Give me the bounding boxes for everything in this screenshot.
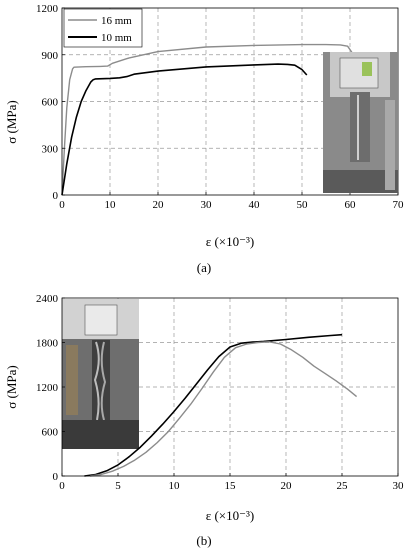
x-tick-label: 25 [337, 480, 349, 492]
x-tick-label: 20 [281, 480, 293, 492]
y-tick-label: 0 [53, 471, 59, 483]
y-tick-label: 600 [42, 97, 59, 109]
lines-a [61, 43, 356, 196]
x-tick-label: 5 [115, 480, 121, 492]
panel-label-b: (b) [196, 533, 211, 548]
y-axis-label-b: σ (MPa) [4, 365, 19, 408]
x-tick-label: 0 [59, 480, 65, 492]
x-tick-label: 10 [105, 199, 117, 211]
x-tick-label: 0 [59, 199, 65, 211]
legend-label-16mm: 16 mm [101, 15, 132, 27]
y-axis-label-a: σ (MPa) [4, 100, 19, 143]
x-tick-label: 30 [393, 480, 405, 492]
test-photo-inset-b [62, 299, 139, 449]
series-line-1 [84, 333, 343, 477]
x-tick-label: 10 [169, 480, 181, 492]
y-tick-label: 600 [42, 427, 59, 439]
legend-a: 16 mm 10 mm [63, 8, 143, 48]
panel-label-a: (a) [197, 260, 211, 275]
y-tick-label: 900 [42, 50, 59, 62]
test-photo-inset-a [323, 52, 398, 193]
series-line-2 [61, 63, 308, 196]
y-tick-label: 1800 [36, 338, 59, 350]
x-tick-label: 40 [249, 199, 261, 211]
y-tick-label: 1200 [36, 3, 59, 15]
x-tick-label: 50 [297, 199, 309, 211]
y-tick-label: 2400 [36, 293, 59, 305]
legend-label-10mm: 10 mm [101, 32, 132, 44]
x-tick-label: 60 [345, 199, 357, 211]
lines-b [84, 333, 358, 477]
ticks-a: 0 10 20 30 40 50 60 70 0 300 600 900 1200 [36, 3, 404, 211]
y-tick-label: 0 [53, 190, 59, 202]
x-tick-label: 30 [201, 199, 213, 211]
x-tick-label: 20 [153, 199, 165, 211]
series-line-1 [61, 43, 356, 196]
ticks-b: 0 5 10 15 20 25 30 0 600 1200 1800 2400 [36, 293, 404, 492]
x-axis-label-b: ε (×10⁻³) [206, 508, 254, 523]
panel-b-chart: 0 5 10 15 20 25 30 0 600 1200 1800 2400 σ (MPa) ε (… [4, 293, 404, 548]
x-tick-label: 15 [225, 480, 237, 492]
series-line-2 [89, 341, 358, 477]
y-tick-label: 300 [42, 143, 59, 155]
y-tick-label: 1200 [36, 382, 59, 394]
x-tick-label: 70 [393, 199, 405, 211]
x-axis-label-a: ε (×10⁻³) [206, 234, 254, 249]
panel-a-chart: 0 10 20 30 40 50 60 70 0 300 600 900 1200 16 mm 10 m… [4, 3, 404, 275]
